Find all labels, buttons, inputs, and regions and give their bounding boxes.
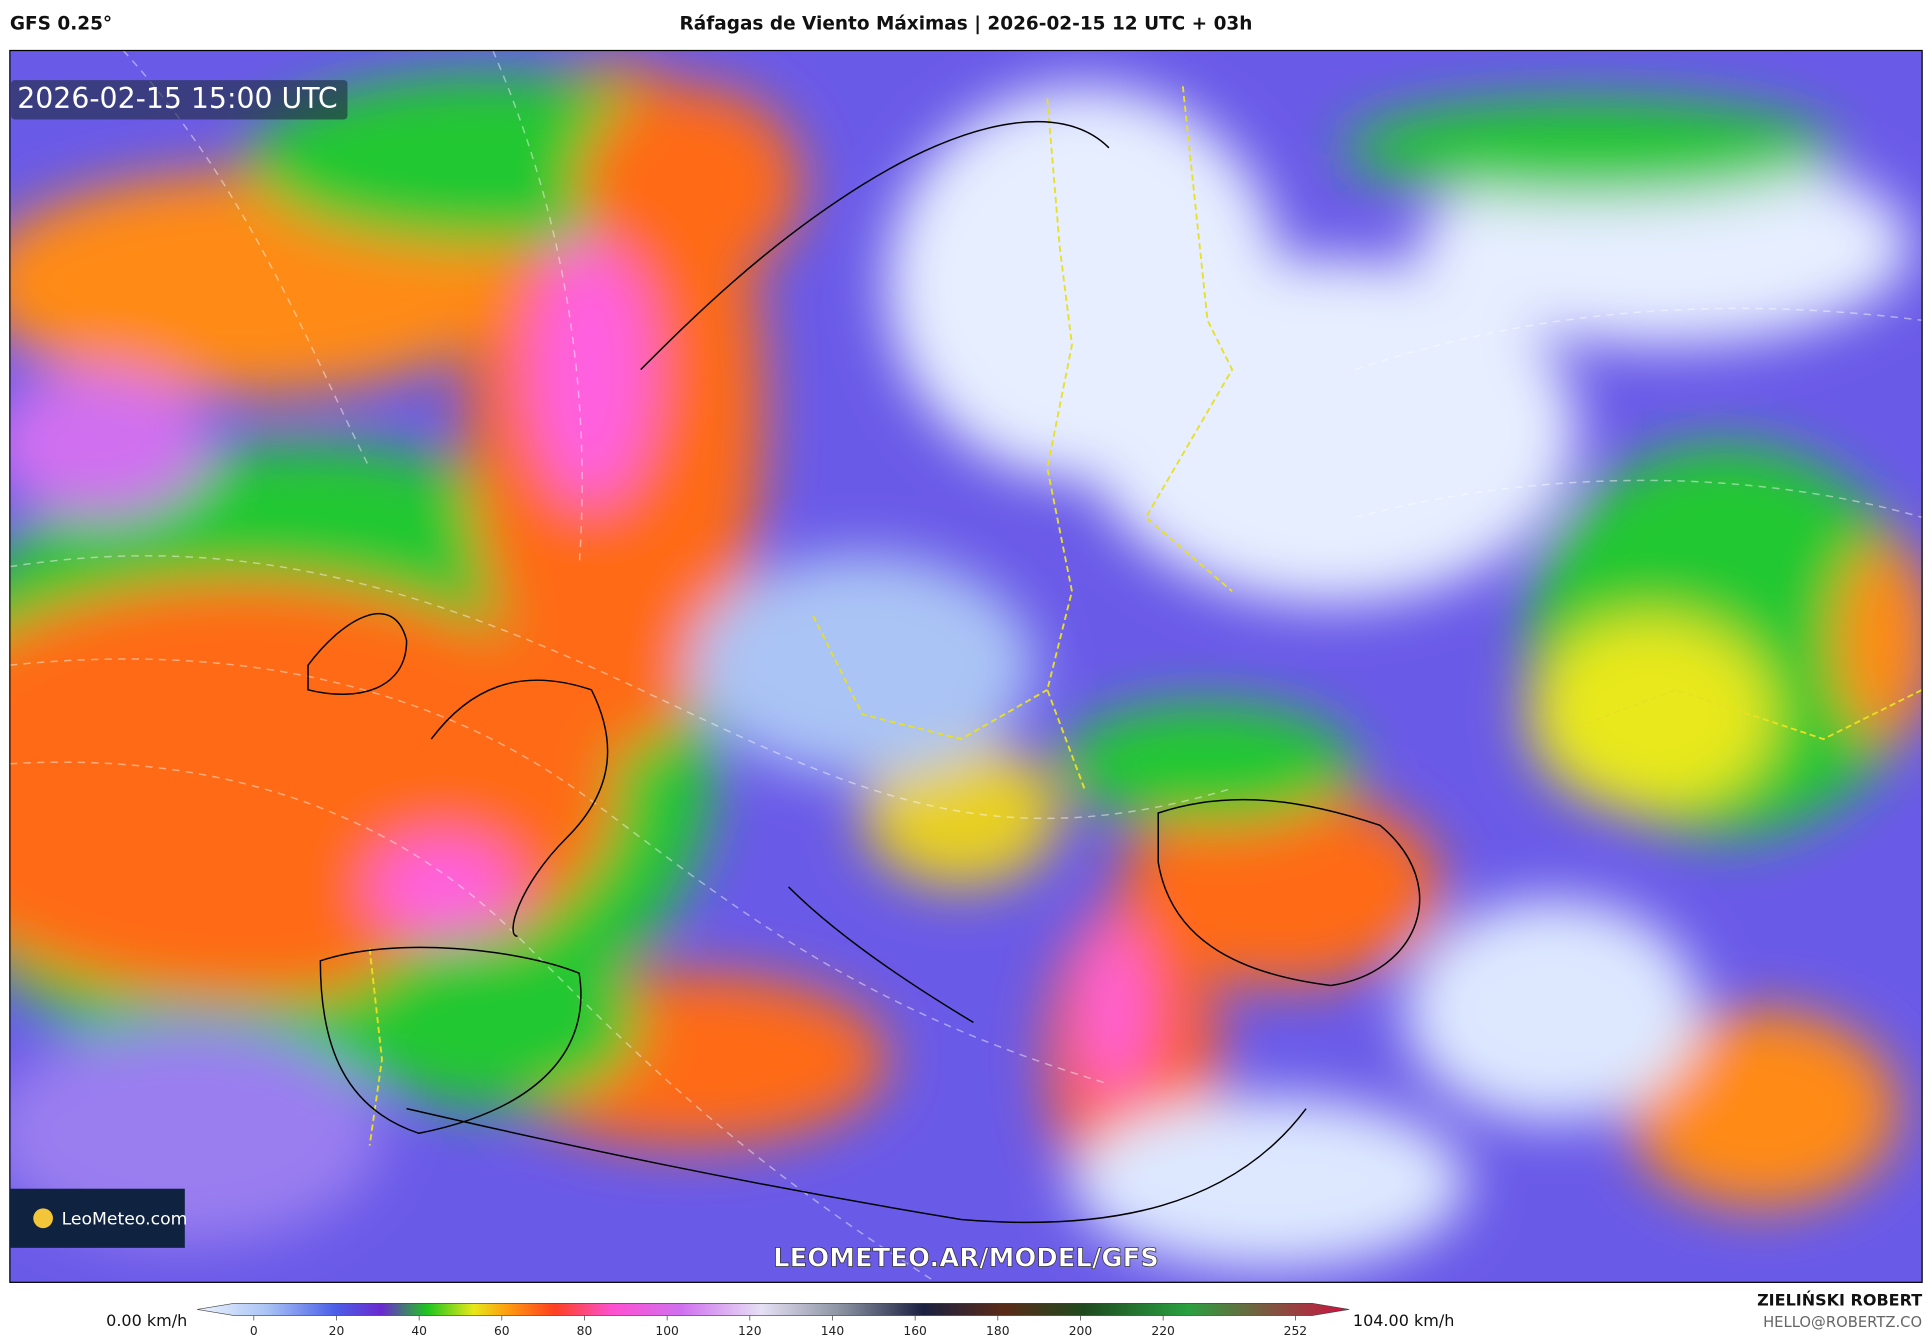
colorbar-tick-label: 200 — [1069, 1324, 1092, 1338]
map-title: Ráfagas de Viento Máximas | 2026-02-15 1… — [680, 14, 1253, 35]
colorbar-max-label: 104.00 km/h — [1353, 1311, 1454, 1330]
colorbar-tick-label: 120 — [738, 1324, 761, 1338]
colorbar-tick-label: 252 — [1284, 1324, 1307, 1338]
timestamp: 2026-02-15 15:00 UTC — [17, 82, 337, 115]
model-label: GFS 0.25° — [10, 14, 112, 35]
colorbar-tick-label: 140 — [821, 1324, 844, 1338]
map-frame — [9, 49, 1923, 1283]
wind-map — [9, 50, 1923, 1283]
email: HELLO@ROBERTZ.CO — [1763, 1314, 1922, 1331]
colorbar-min-label: 0.00 km/h — [106, 1311, 187, 1330]
colorbar — [197, 1302, 1350, 1316]
colorbar-tick-label: 60 — [494, 1324, 510, 1338]
author: ZIELIŃSKI ROBERT — [1757, 1290, 1922, 1309]
logo-sun — [33, 1208, 53, 1229]
colorbar-tick-label: 80 — [577, 1324, 593, 1338]
colorbar-tick-label: 180 — [986, 1324, 1009, 1338]
colorbar-tick-label: 100 — [655, 1324, 678, 1338]
timestamp-box — [11, 80, 348, 120]
colorbar-tick-label: 220 — [1151, 1324, 1174, 1338]
watermark: LEOMETEO.AR/MODEL/GFS — [773, 1243, 1159, 1273]
logo-text: LeoMeteo.com — [62, 1210, 188, 1230]
colorbar-tick-label: 160 — [903, 1324, 926, 1338]
colorbar-tick-label: 40 — [411, 1324, 427, 1338]
colorbar-tick-label: 0 — [250, 1324, 258, 1338]
colorbar-tick-label: 20 — [329, 1324, 345, 1338]
